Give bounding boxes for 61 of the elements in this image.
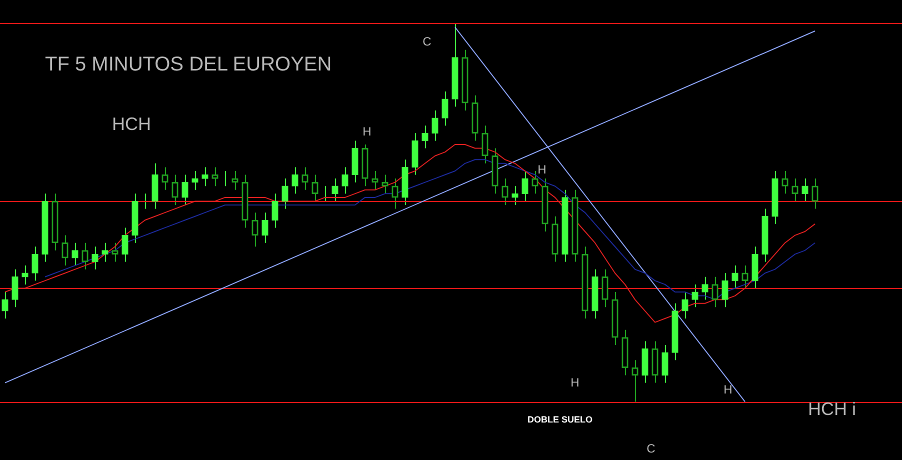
candlestick [662, 344, 668, 384]
annotation: HCH i [808, 398, 856, 419]
candlestick [82, 242, 88, 270]
annotation: H [724, 382, 732, 396]
candlestick [112, 242, 118, 262]
candlestick [702, 276, 708, 300]
candlestick [742, 265, 748, 289]
candlestick [782, 170, 788, 194]
candlestick [332, 178, 338, 202]
candlestick [312, 174, 318, 202]
annotation: H [362, 124, 372, 138]
text: DOBLE SUELO [527, 414, 593, 424]
candlestick [232, 170, 238, 190]
candlestick [512, 186, 518, 206]
candlestick [212, 166, 218, 187]
candlestick [292, 166, 298, 194]
candlestick [532, 170, 538, 194]
candlestick [632, 360, 638, 402]
candlestick [282, 178, 288, 210]
candlestick [2, 292, 8, 319]
candlestick [482, 125, 488, 164]
candlestick [602, 268, 608, 308]
candlestick [262, 212, 268, 244]
candlestick [102, 242, 108, 262]
candlestick [422, 125, 428, 149]
candlestick [162, 166, 168, 190]
candlestick [792, 178, 798, 202]
candlestick [812, 178, 818, 210]
annotation: H [570, 375, 580, 390]
candlestick [722, 272, 728, 308]
candlestick [712, 276, 718, 308]
candlestick [272, 193, 278, 228]
candlestick [12, 268, 18, 308]
candlestick [342, 166, 348, 194]
candlestick [122, 227, 128, 262]
candlestick [392, 178, 398, 210]
annotation: H [538, 162, 546, 176]
annotation: HCH [112, 114, 151, 134]
candlestick [92, 246, 98, 270]
candlestick [62, 234, 68, 266]
text: TF 5 MINUTOS DEL EUROYEN [45, 54, 332, 76]
text: C [646, 441, 656, 456]
candlestick [802, 178, 808, 202]
candlestick [182, 174, 188, 206]
candlestick [202, 166, 208, 187]
candlestick [502, 178, 508, 206]
annotation: C [422, 34, 432, 48]
candlestick [732, 265, 738, 289]
candlestick [302, 166, 308, 190]
candlestick [682, 292, 688, 319]
candlestick [32, 246, 38, 282]
candlestick [382, 174, 388, 194]
candlestick [692, 284, 698, 308]
candlestick [432, 110, 438, 142]
candlestick [172, 174, 178, 206]
candlestick [442, 91, 448, 126]
candlestick [522, 170, 528, 202]
candlestick [192, 170, 198, 190]
candlestick [72, 242, 78, 266]
candlestick [252, 212, 258, 248]
candlestick [372, 170, 378, 190]
